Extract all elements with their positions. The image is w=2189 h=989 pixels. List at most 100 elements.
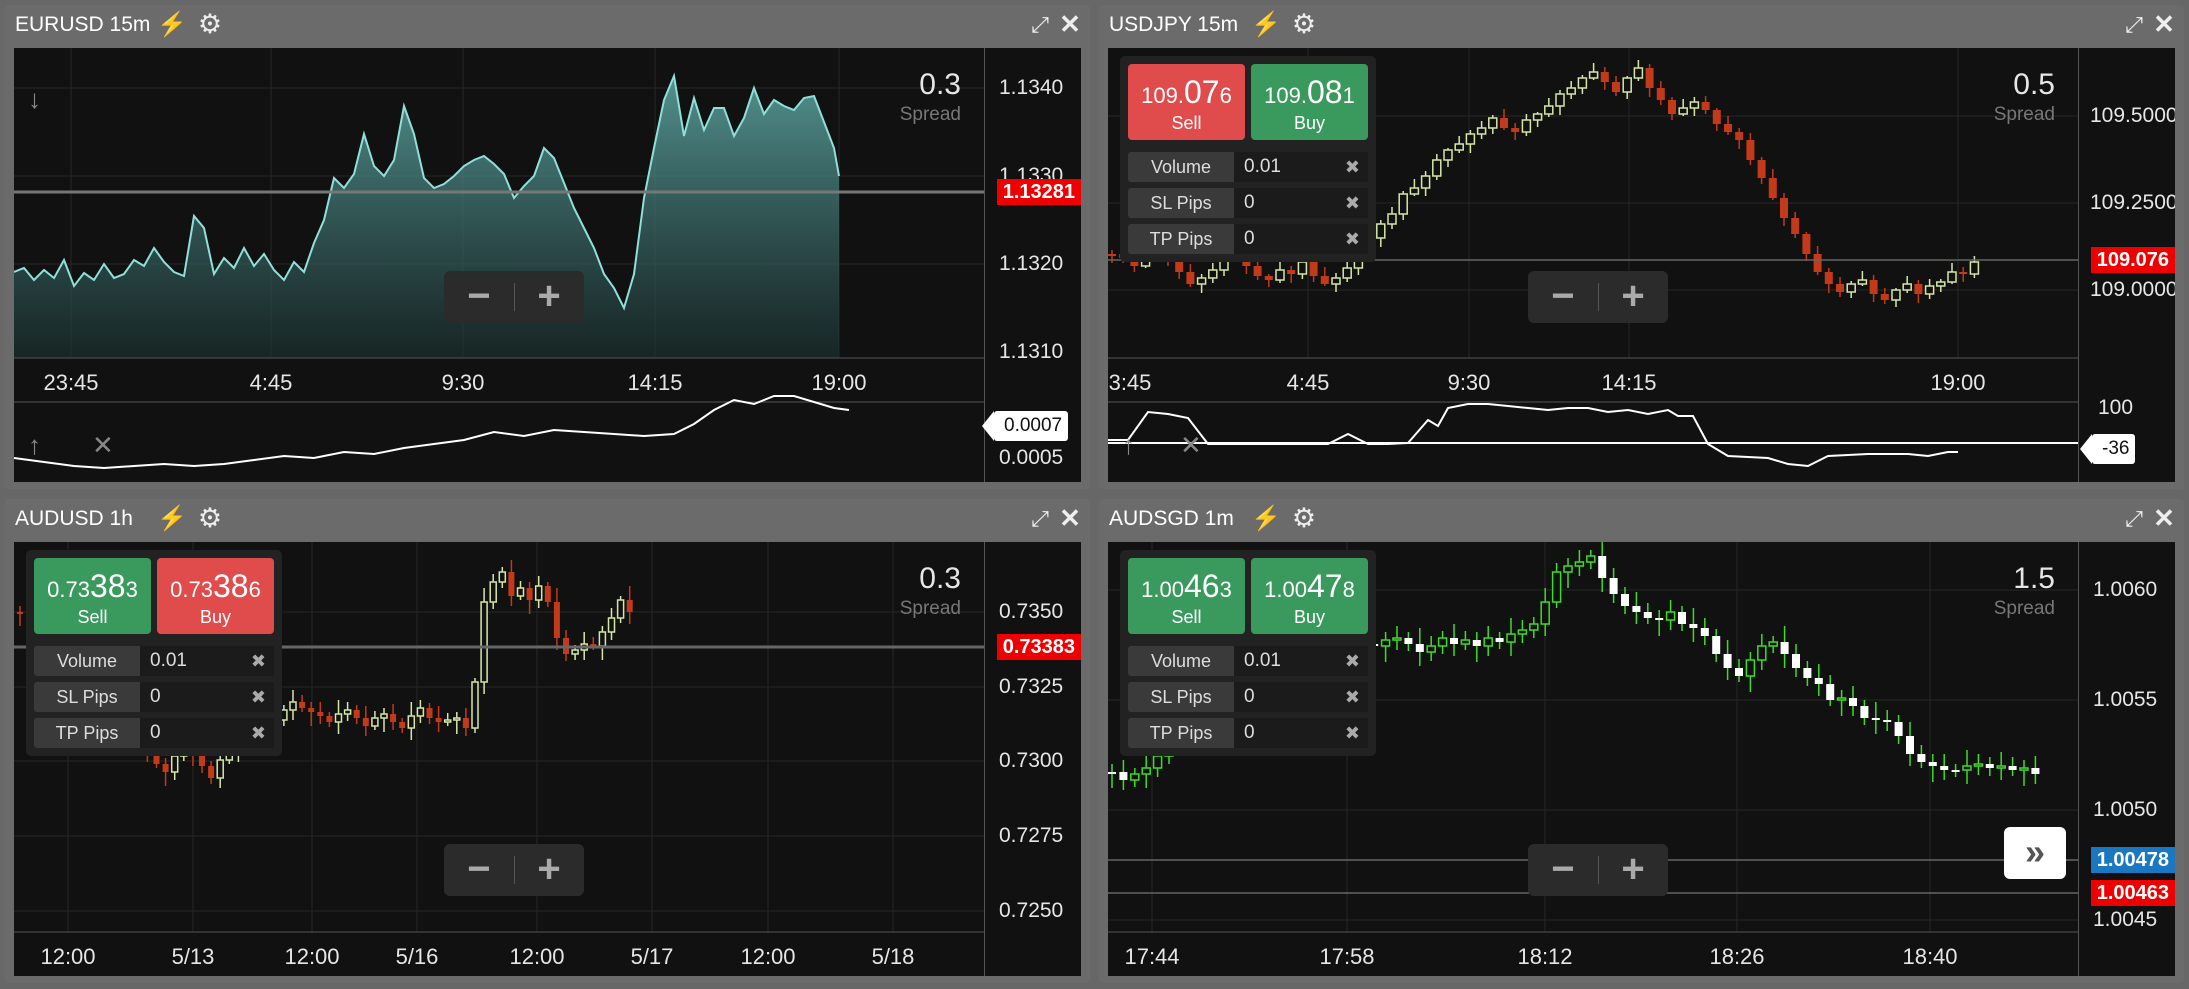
close-indicator-icon[interactable]: ✕ bbox=[1180, 430, 1202, 460]
candle bbox=[334, 713, 343, 723]
zoom-out-button[interactable]: − bbox=[467, 274, 491, 318]
clear-sl-icon[interactable]: ✖ bbox=[1344, 687, 1360, 707]
zoom-out-button[interactable]: − bbox=[1551, 274, 1575, 318]
candle bbox=[1678, 107, 1688, 115]
volume-input[interactable]: 0.01 bbox=[1234, 152, 1368, 182]
candle bbox=[453, 717, 461, 721]
zoom-in-button[interactable]: + bbox=[537, 274, 561, 318]
chart-area[interactable]: 1.1340 1.1330 1.1320 1.1310 23:45 4:45 9… bbox=[14, 48, 1081, 482]
candle bbox=[1880, 294, 1889, 300]
x-tick: 17:44 bbox=[1124, 944, 1180, 969]
candle bbox=[416, 707, 425, 717]
tp-pips-input[interactable]: 0 bbox=[1234, 224, 1368, 254]
price-axis bbox=[2078, 48, 2079, 482]
scroll-to-latest-button[interactable]: » bbox=[2004, 827, 2066, 879]
zoom-in-button[interactable]: + bbox=[1621, 274, 1645, 318]
lightning-icon[interactable]: ⚡ bbox=[157, 11, 187, 38]
zoom-out-button[interactable]: − bbox=[467, 847, 491, 891]
candle bbox=[471, 681, 479, 729]
x-tick: 5/13 bbox=[171, 944, 215, 969]
sell-button[interactable]: 1.00463 Sell bbox=[1128, 558, 1245, 634]
candle bbox=[1506, 633, 1516, 643]
arrow-down-icon[interactable]: ↓ bbox=[28, 84, 41, 114]
candle bbox=[1712, 110, 1721, 124]
candle bbox=[1802, 234, 1811, 254]
expand-icon[interactable]: ⤢ bbox=[2125, 506, 2143, 531]
current-price-tag: 0.73383 bbox=[996, 634, 1081, 660]
lightning-icon[interactable]: ⚡ bbox=[1251, 505, 1281, 532]
chart-area[interactable]: 1.0060 1.0055 1.0050 1.0045 17:44 17:58 … bbox=[1108, 542, 2175, 976]
zoom-in-button[interactable]: + bbox=[537, 847, 561, 891]
candle bbox=[170, 755, 179, 773]
sl-pips-input[interactable]: 0 bbox=[140, 682, 274, 712]
candle bbox=[153, 752, 160, 764]
gear-icon[interactable]: ⚙ bbox=[1291, 9, 1317, 39]
gear-icon[interactable]: ⚙ bbox=[1291, 503, 1317, 533]
gear-icon[interactable]: ⚙ bbox=[197, 9, 223, 39]
clear-sl-icon[interactable]: ✖ bbox=[1344, 193, 1360, 213]
candle bbox=[362, 718, 369, 726]
arrow-up-icon[interactable]: ↑ bbox=[28, 430, 41, 460]
candle bbox=[1814, 678, 1823, 684]
volume-input[interactable]: 0.01 bbox=[140, 646, 274, 676]
spread-display: 0.3 Spread bbox=[900, 562, 961, 620]
candle bbox=[1824, 272, 1833, 284]
trade-ticket: 1.00463 Sell 1.00478 Buy Volume 0.01 ✖ S… bbox=[1120, 550, 1376, 756]
buy-button[interactable]: 1.00478 Buy bbox=[1251, 558, 1368, 634]
clear-tp-icon[interactable]: ✖ bbox=[250, 723, 266, 743]
x-tick: 12:00 bbox=[509, 944, 565, 969]
close-icon[interactable]: ✕ bbox=[2153, 9, 2175, 39]
candle bbox=[498, 571, 507, 583]
clear-volume-icon[interactable]: ✖ bbox=[1344, 157, 1360, 177]
chart-area[interactable]: 0.7350 0.7325 0.7300 0.7275 0.7250 12:00… bbox=[14, 542, 1081, 976]
candle bbox=[1409, 187, 1420, 195]
lightning-icon[interactable]: ⚡ bbox=[1251, 11, 1281, 38]
candle bbox=[1701, 102, 1710, 110]
sl-pips-input[interactable]: 0 bbox=[1234, 188, 1368, 218]
close-icon[interactable]: ✕ bbox=[2153, 503, 2175, 533]
volume-input[interactable]: 0.01 bbox=[1234, 646, 1368, 676]
clear-volume-icon[interactable]: ✖ bbox=[250, 651, 266, 671]
candle bbox=[1297, 261, 1308, 275]
clear-volume-icon[interactable]: ✖ bbox=[1344, 651, 1360, 671]
candle bbox=[2008, 766, 2017, 770]
arrow-up-icon[interactable]: ↑ bbox=[1122, 430, 1135, 460]
candle bbox=[571, 649, 579, 655]
sell-button[interactable]: 0.73383 Sell bbox=[34, 558, 151, 634]
chart-panel-usdjpy: USDJPY 15m ⚡ ⚙ ⤢ ✕ 109.5000 109.2500 109… bbox=[1099, 5, 2184, 489]
spread-label: Spread bbox=[899, 598, 961, 619]
tp-pips-input[interactable]: 0 bbox=[1234, 718, 1368, 748]
close-icon[interactable]: ✕ bbox=[1059, 9, 1081, 39]
candle bbox=[317, 712, 324, 716]
candle bbox=[1836, 697, 1847, 701]
candle bbox=[162, 764, 169, 772]
spread-value: 0.3 bbox=[919, 562, 961, 595]
expand-icon[interactable]: ⤢ bbox=[1031, 506, 1049, 531]
clear-tp-icon[interactable]: ✖ bbox=[1344, 723, 1360, 743]
zoom-out-button[interactable]: − bbox=[1551, 847, 1575, 891]
gear-icon[interactable]: ⚙ bbox=[197, 503, 223, 533]
clear-tp-icon[interactable]: ✖ bbox=[1344, 229, 1360, 249]
tp-pips-input[interactable]: 0 bbox=[140, 718, 274, 748]
ask-price-tag: 1.00478 bbox=[2090, 847, 2175, 873]
x-tick: 12:00 bbox=[740, 944, 796, 969]
candle bbox=[1633, 67, 1644, 79]
chart-area[interactable]: 109.5000 109.2500 109.0000 3:45 4:45 9:3… bbox=[1108, 48, 2175, 482]
candle bbox=[1253, 266, 1262, 276]
expand-icon[interactable]: ⤢ bbox=[1031, 12, 1049, 37]
candle bbox=[1320, 276, 1329, 284]
close-icon[interactable]: ✕ bbox=[1059, 503, 1081, 533]
price-chart bbox=[14, 48, 984, 470]
buy-button[interactable]: 0.73386 Buy bbox=[157, 558, 274, 634]
candle bbox=[2031, 768, 2040, 774]
close-indicator-icon[interactable]: ✕ bbox=[92, 430, 114, 460]
zoom-in-button[interactable]: + bbox=[1621, 847, 1645, 891]
expand-icon[interactable]: ⤢ bbox=[2125, 12, 2143, 37]
indicator-value-tag: 0.0007 bbox=[981, 411, 1069, 441]
panel-title: EURUSD 15m bbox=[15, 13, 151, 36]
clear-sl-icon[interactable]: ✖ bbox=[250, 687, 266, 707]
sl-pips-input[interactable]: 0 bbox=[1234, 682, 1368, 712]
buy-button[interactable]: 109.081 Buy bbox=[1251, 64, 1368, 140]
lightning-icon[interactable]: ⚡ bbox=[157, 505, 187, 532]
sell-button[interactable]: 109.076 Sell bbox=[1128, 64, 1245, 140]
